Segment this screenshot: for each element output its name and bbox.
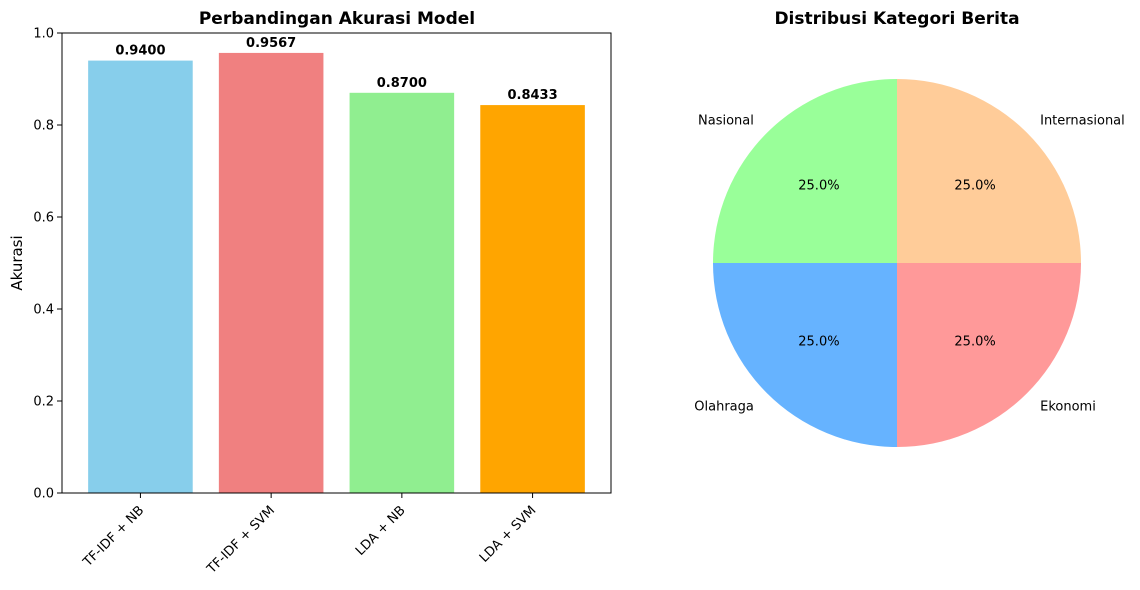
pie-category-label: Internasional — [1040, 113, 1125, 128]
bar-chart: Perbandingan Akurasi Model Akurasi 0.00.… — [8, 9, 612, 577]
pie-percent-label: 25.0% — [798, 178, 839, 193]
pie-slice — [713, 79, 897, 263]
y-tick-label: 0.4 — [33, 303, 54, 318]
pie-category-label: Ekonomi — [1040, 400, 1096, 415]
bar — [349, 92, 455, 494]
pie-category-label: Nasional — [698, 113, 754, 128]
bar-value-label: 0.8433 — [507, 88, 557, 103]
y-tick-label: 0.8 — [33, 119, 54, 134]
x-tick-label: LDA + NB — [353, 503, 409, 559]
bar — [88, 60, 193, 493]
bar-chart-y-ticks: 0.0 0.2 0.4 0.6 0.8 1.0 — [33, 27, 62, 502]
bar-chart-x-ticks: TF-IDF + NB TF-IDF + SVM LDA + NB LDA + SVM — [80, 493, 539, 577]
y-tick-label: 0.0 — [33, 487, 54, 502]
pie-percent-label: 25.0% — [798, 335, 839, 350]
bar — [218, 52, 324, 493]
bar-chart-bars: 0.9400 0.9567 0.8700 0.8433 — [88, 36, 585, 494]
pie-chart-title: Distribusi Kategori Berita — [774, 9, 1019, 29]
bar — [480, 105, 585, 493]
y-tick-label: 0.6 — [33, 211, 54, 226]
x-tick-label: TF-IDF + NB — [80, 503, 147, 570]
bar-chart-frame — [61, 32, 612, 494]
pie-slice — [897, 263, 1081, 447]
pie-category-label: Olahraga — [694, 400, 754, 415]
pie-chart-labels: 25.0% Internasional 25.0% Ekonomi 25.0% Olahr… — [694, 113, 1124, 414]
pie-percent-label: 25.0% — [954, 178, 995, 193]
pie-percent-label: 25.0% — [954, 335, 995, 350]
pie-slice — [897, 79, 1081, 263]
pie-chart: Distribusi Kategori Berita 25.0% Internas… — [694, 9, 1125, 447]
bar-value-label: 0.9567 — [246, 36, 296, 51]
bar-chart-y-axis-label: Akurasi — [8, 235, 26, 290]
x-tick-label: LDA + SVM — [477, 503, 540, 566]
pie-slice — [713, 263, 897, 447]
y-tick-label: 0.2 — [33, 395, 54, 410]
bar-chart-title: Perbandingan Akurasi Model — [199, 9, 475, 29]
x-tick-label: TF-IDF + SVM — [204, 503, 278, 577]
pie-chart-slices — [713, 79, 1081, 447]
y-tick-label: 1.0 — [33, 27, 54, 42]
bar-value-label: 0.8700 — [377, 76, 427, 91]
bar-value-label: 0.9400 — [115, 44, 165, 59]
